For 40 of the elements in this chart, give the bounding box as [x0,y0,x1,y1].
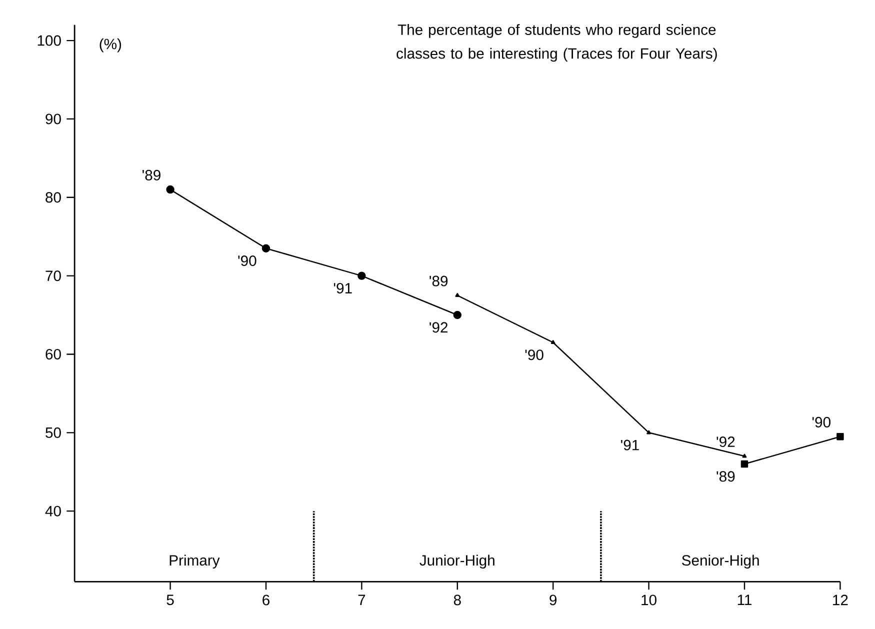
annotation: '91 [334,282,352,294]
annotation: '90 [238,255,256,266]
annotation: Primary [170,554,220,568]
annotation: '92 [430,322,448,332]
x-tick-label: 5 [166,594,174,605]
point [262,244,270,252]
y-tick-label: 40 [45,506,61,516]
y-tick-label: 100 [38,35,61,46]
annotation: '91 [621,440,639,450]
annotation: Junior-High [420,554,494,568]
x-tick-label: 8 [454,594,461,606]
point [166,185,174,194]
x-tick-label: 11 [738,594,752,605]
annotation: '90 [525,349,544,360]
x-tick-label: 12 [833,594,848,605]
y-tick-label: 70 [46,270,61,281]
y-axis-title: (%) [100,38,122,52]
y-tick-label: 50 [46,427,61,438]
x-tick-label: 6 [262,594,270,606]
text: The percentage of students who regard science classes to be interesting (Traces for Four Years) [396,24,717,62]
annotation: '90 [812,416,830,428]
annotation: '89 [430,276,448,286]
point [453,310,462,319]
point [740,460,748,468]
annotation: '89 [142,170,160,180]
point [455,292,460,297]
annotation: '92 [716,436,735,447]
x-tick-label: 7 [358,594,366,605]
point [836,432,844,440]
annotation: '89 [716,470,735,482]
x-tick-label: 9 [550,594,557,606]
point [742,454,747,458]
x-tick-label: 10 [642,594,656,606]
point [646,430,651,434]
point [550,340,556,344]
y-tick-label: 60 [46,348,61,360]
point [358,272,366,280]
y-tick-label: 80 [46,192,61,202]
annotation: Senior-High [682,554,759,568]
y-tick-label: 90 [46,114,61,124]
